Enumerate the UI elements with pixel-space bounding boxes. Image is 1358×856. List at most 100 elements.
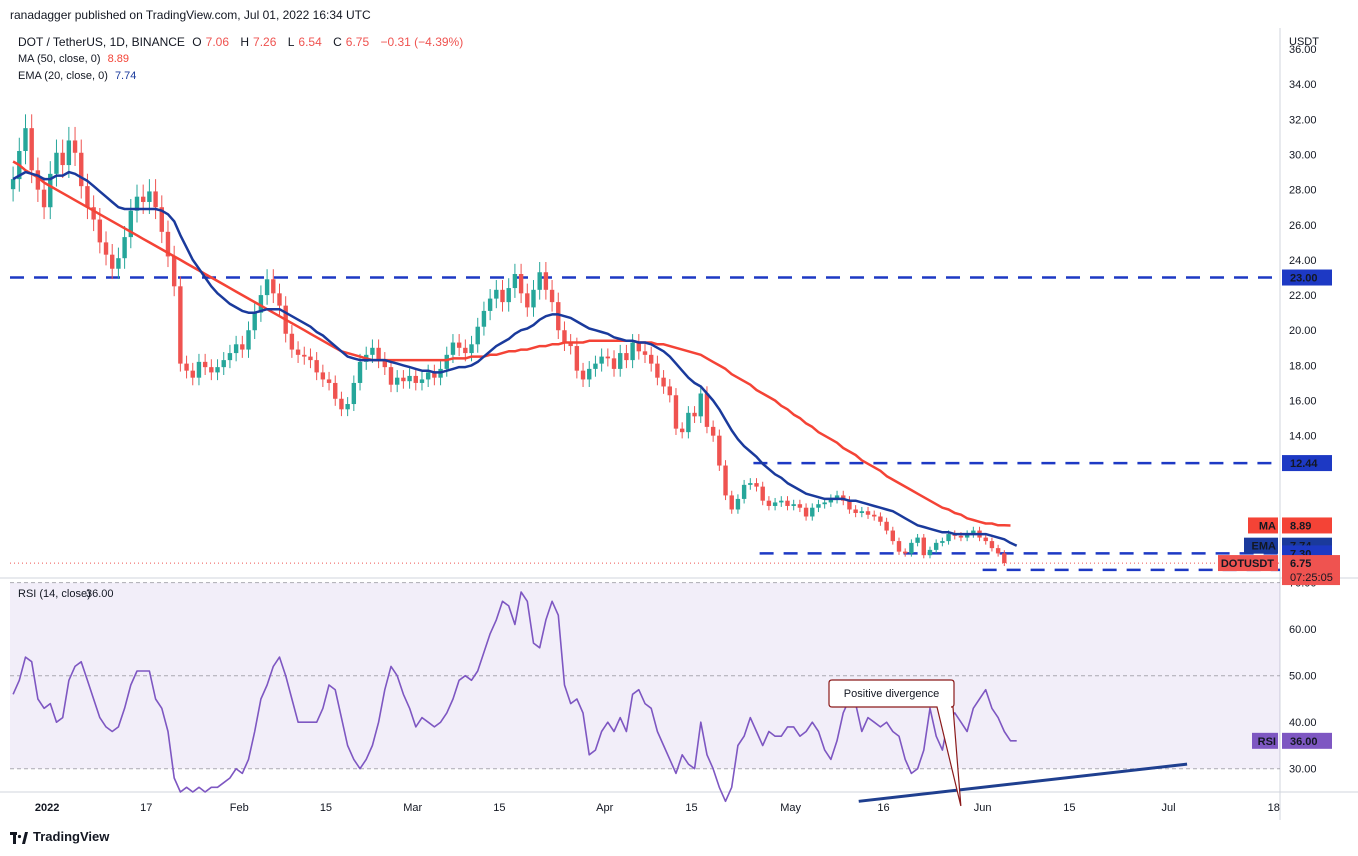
candle-body <box>209 367 214 373</box>
candle-body <box>481 310 487 327</box>
candle-body <box>110 254 115 269</box>
candle-body <box>624 353 629 361</box>
candle-body <box>865 511 871 515</box>
candle-body <box>221 360 226 368</box>
candle-body <box>679 428 685 433</box>
candle-body <box>791 504 796 506</box>
candle-body <box>704 393 710 427</box>
price-tick-14.00: 14.00 <box>1289 431 1317 443</box>
candle-body <box>933 542 939 550</box>
candle-body <box>258 295 264 313</box>
candle-body <box>79 152 84 187</box>
rsi-badge-name: RSI <box>1258 736 1276 748</box>
candle-body <box>958 535 964 538</box>
tradingview-logo[interactable]: TradingView <box>10 829 109 844</box>
time-tick-9: 16 <box>877 802 889 814</box>
candle-body <box>326 379 332 383</box>
candle-body <box>271 279 276 294</box>
price-tick-22.00: 22.00 <box>1289 290 1317 302</box>
candle-body <box>302 354 307 357</box>
candle-body <box>847 500 852 510</box>
candle-body <box>853 509 858 513</box>
annotation-callout <box>828 679 962 807</box>
candle-body <box>531 289 536 308</box>
candle-body <box>246 330 251 350</box>
candle-body <box>803 507 809 517</box>
ma50-line <box>12 160 1011 527</box>
last-price-badge-bg <box>1282 555 1340 586</box>
time-tick-0: 2022 <box>35 802 59 814</box>
candle-body <box>735 498 741 510</box>
rsi-badge-name-bg <box>1252 732 1278 749</box>
candle-body <box>345 404 350 410</box>
candle-body <box>748 483 753 485</box>
candle-body <box>357 361 363 383</box>
candle-body <box>91 207 96 220</box>
rsi-tick-60.00: 60.00 <box>1289 624 1317 636</box>
ma-legend[interactable]: MA (50, close, 0) 8.89 <box>18 53 133 65</box>
candle-body <box>60 152 65 166</box>
candle-body <box>103 242 109 255</box>
ohlc-open: O 7.06 <box>192 35 233 49</box>
candle-body <box>686 412 691 433</box>
close-value: 6.75 <box>345 35 370 49</box>
candle-body <box>122 237 127 259</box>
ma-badge-name: MA <box>1259 520 1276 532</box>
candle-body <box>971 530 976 535</box>
ema-legend-label: EMA (20, close, 0) <box>18 70 108 82</box>
candle-body <box>556 302 561 331</box>
candle-body <box>425 372 431 380</box>
level-badge-12.44-value: 12.44 <box>1290 458 1318 470</box>
ema-legend[interactable]: EMA (20, close, 0) 7.74 <box>18 70 140 82</box>
candle-body <box>41 189 47 208</box>
rsi-tick-50.00: 50.00 <box>1289 671 1317 683</box>
candle-body <box>215 367 220 373</box>
level-badge-23.00-value: 23.00 <box>1290 273 1318 285</box>
ma-legend-value: 8.89 <box>107 53 130 65</box>
candle-body <box>797 504 803 508</box>
candle-body <box>834 495 840 499</box>
candle-body <box>810 507 815 517</box>
candle-body <box>772 502 778 506</box>
candle-body <box>407 375 412 382</box>
candle-body <box>66 140 72 166</box>
price-tick-36.00: 36.00 <box>1289 44 1317 56</box>
price-tick-24.00: 24.00 <box>1289 255 1317 267</box>
candle-body <box>667 386 672 396</box>
price-tick-32.00: 32.00 <box>1289 114 1317 126</box>
candle-body <box>370 347 375 355</box>
publisher-line: ranadagger published on TradingView.com,… <box>10 8 371 22</box>
candle-body <box>159 207 164 232</box>
low-value: 6.54 <box>298 35 322 49</box>
rsi-tick-40.00: 40.00 <box>1289 717 1317 729</box>
candle-body <box>128 210 134 238</box>
candle-body <box>661 377 666 387</box>
candle-body <box>636 342 642 352</box>
candle-body <box>289 333 295 350</box>
candle-body <box>85 186 90 208</box>
ma-badge-name-bg <box>1248 517 1278 534</box>
candle-body <box>611 358 617 369</box>
candle-body <box>655 363 660 378</box>
candle-body <box>351 382 357 405</box>
candle-body <box>779 500 784 503</box>
ma-badge-value: 8.89 <box>1290 520 1311 532</box>
time-tick-5: 15 <box>493 802 505 814</box>
candle-body <box>252 312 257 331</box>
price-tick-18.00: 18.00 <box>1289 360 1317 372</box>
divergence-trendline <box>858 762 1188 803</box>
candle-body <box>54 152 59 174</box>
ma-badge-value-bg <box>1282 517 1332 534</box>
candle-body <box>878 516 883 522</box>
candle-body <box>630 342 635 361</box>
candle-body <box>816 504 821 508</box>
candle-body <box>605 356 611 359</box>
open-label: O <box>192 35 202 49</box>
tradingview-logo-icon <box>10 831 28 844</box>
candle-body <box>450 342 456 355</box>
candle-body <box>178 286 183 364</box>
candle-body <box>580 370 586 380</box>
candle-body <box>487 298 493 311</box>
candle-body <box>717 435 722 466</box>
